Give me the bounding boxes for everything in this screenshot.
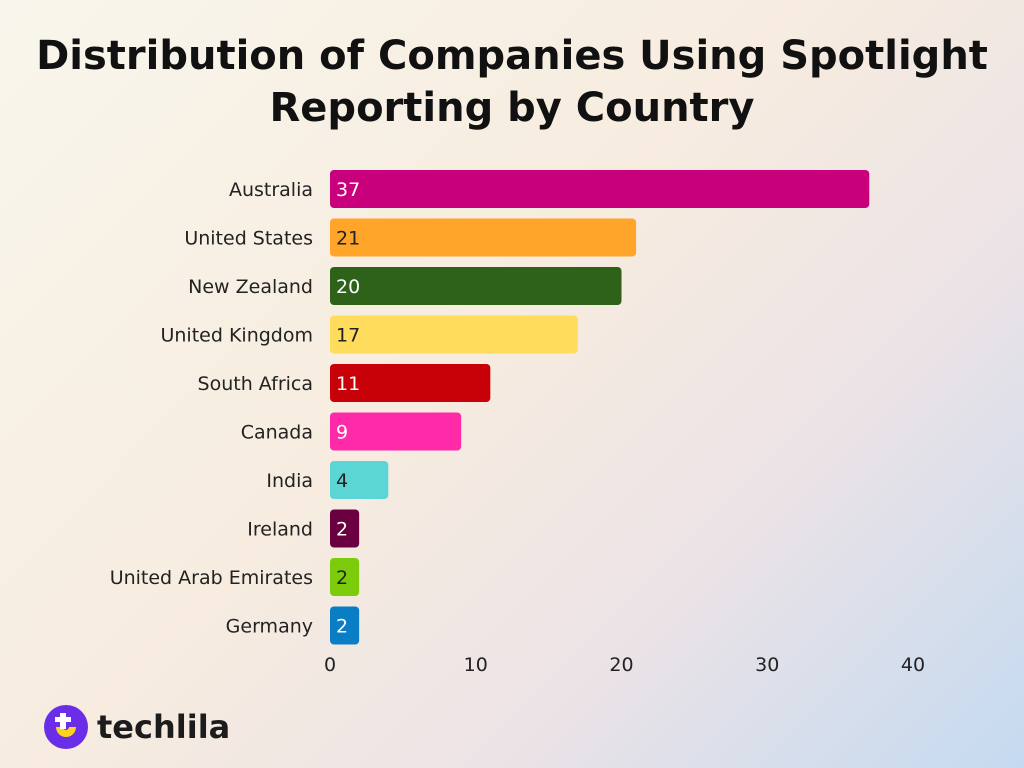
x-tick-label: 0 xyxy=(324,654,336,676)
bar xyxy=(330,509,360,548)
category-label: New Zealand xyxy=(188,276,313,298)
data-label: 9 xyxy=(336,422,348,444)
data-label: 17 xyxy=(336,325,360,347)
data-label: 4 xyxy=(336,470,348,492)
category-label: Australia xyxy=(229,179,313,201)
bar xyxy=(330,558,360,596)
techlila-logo: techlila xyxy=(43,704,230,750)
bar xyxy=(330,364,491,402)
data-label: 11 xyxy=(336,373,360,395)
data-label: 20 xyxy=(336,276,360,298)
data-label: 37 xyxy=(336,179,360,201)
category-label: United Kingdom xyxy=(160,325,313,347)
techlila-logo-icon xyxy=(44,705,88,749)
bar xyxy=(330,606,360,645)
bar xyxy=(330,315,578,354)
data-label: 2 xyxy=(336,567,348,589)
bar xyxy=(330,461,389,499)
category-label: United Arab Emirates xyxy=(110,567,313,589)
x-tick-label: 30 xyxy=(755,654,779,676)
bar xyxy=(330,170,870,208)
category-label: Germany xyxy=(226,616,313,638)
category-label: Ireland xyxy=(247,519,313,541)
data-label: 21 xyxy=(336,228,360,250)
bar xyxy=(330,412,462,451)
x-tick-label: 20 xyxy=(609,654,633,676)
category-label: Canada xyxy=(241,422,313,444)
data-label: 2 xyxy=(336,519,348,541)
data-label: 2 xyxy=(336,616,348,638)
brand-name: techlila xyxy=(97,708,231,746)
category-label: United States xyxy=(184,228,313,250)
bar xyxy=(330,218,637,257)
category-label: South Africa xyxy=(198,373,313,395)
x-tick-label: 10 xyxy=(464,654,488,676)
chart-title: Distribution of Companies Using Spotligh… xyxy=(36,33,988,131)
x-tick-label: 40 xyxy=(901,654,925,676)
category-label: India xyxy=(266,470,313,492)
bar xyxy=(330,267,622,305)
